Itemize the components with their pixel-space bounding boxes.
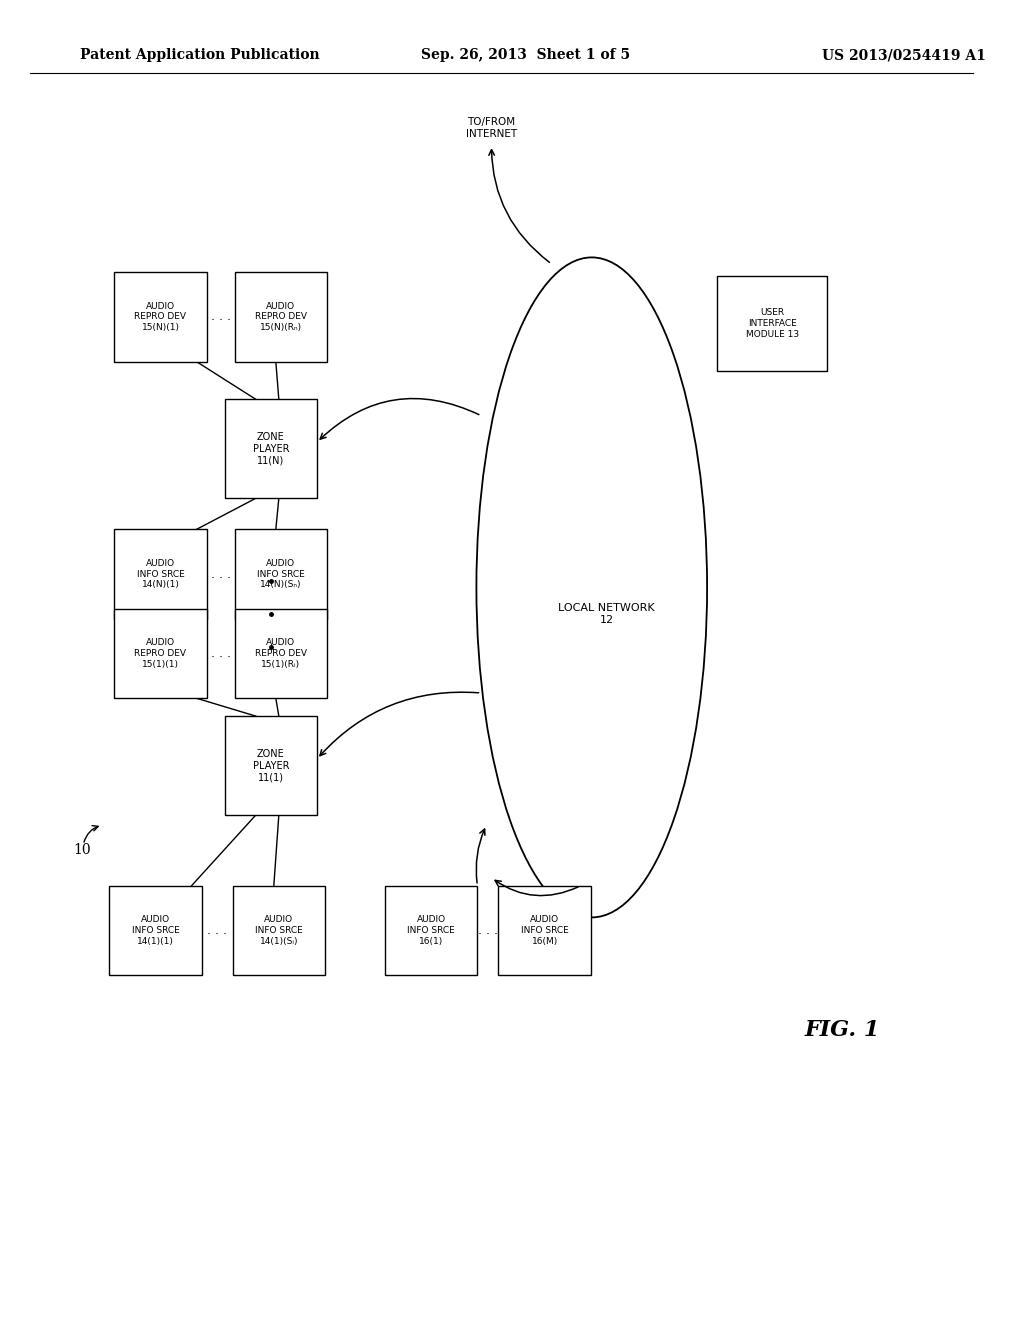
Text: USER
INTERFACE
MODULE 13: USER INTERFACE MODULE 13 [745, 308, 799, 339]
Ellipse shape [476, 257, 708, 917]
FancyBboxPatch shape [717, 276, 827, 371]
FancyBboxPatch shape [234, 272, 327, 362]
Text: . . .: . . . [207, 924, 227, 937]
Text: AUDIO
INFO SRCE
14(N)(Sₙ): AUDIO INFO SRCE 14(N)(Sₙ) [257, 558, 305, 590]
Text: US 2013/0254419 A1: US 2013/0254419 A1 [822, 49, 986, 62]
Text: AUDIO
INFO SRCE
14(N)(1): AUDIO INFO SRCE 14(N)(1) [136, 558, 184, 590]
Text: AUDIO
REPRO DEV
15(1)(1): AUDIO REPRO DEV 15(1)(1) [134, 638, 186, 669]
Text: . . .: . . . [478, 924, 498, 937]
Text: TO/FROM
INTERNET: TO/FROM INTERNET [466, 117, 517, 139]
Text: . . .: . . . [211, 647, 230, 660]
FancyBboxPatch shape [232, 886, 325, 975]
Text: ZONE
PLAYER
11(N): ZONE PLAYER 11(N) [253, 432, 289, 466]
Text: LOCAL NETWORK
12: LOCAL NETWORK 12 [558, 603, 655, 624]
Text: ZONE
PLAYER
11(1): ZONE PLAYER 11(1) [253, 748, 289, 783]
FancyBboxPatch shape [110, 886, 202, 975]
Text: . . .: . . . [211, 568, 230, 581]
FancyBboxPatch shape [234, 609, 327, 698]
Text: AUDIO
REPRO DEV
15(N)(1): AUDIO REPRO DEV 15(N)(1) [134, 301, 186, 333]
FancyBboxPatch shape [499, 886, 591, 975]
Text: AUDIO
INFO SRCE
16(M): AUDIO INFO SRCE 16(M) [521, 915, 568, 946]
Text: Patent Application Publication: Patent Application Publication [80, 49, 319, 62]
Text: AUDIO
INFO SRCE
14(1)(Sᵢ): AUDIO INFO SRCE 14(1)(Sᵢ) [255, 915, 303, 946]
FancyBboxPatch shape [115, 609, 207, 698]
FancyBboxPatch shape [115, 529, 207, 619]
FancyBboxPatch shape [385, 886, 477, 975]
Text: AUDIO
REPRO DEV
15(N)(Rₙ): AUDIO REPRO DEV 15(N)(Rₙ) [255, 301, 307, 333]
FancyBboxPatch shape [115, 272, 207, 362]
FancyBboxPatch shape [234, 529, 327, 619]
Text: Sep. 26, 2013  Sheet 1 of 5: Sep. 26, 2013 Sheet 1 of 5 [421, 49, 631, 62]
Text: AUDIO
INFO SRCE
14(1)(1): AUDIO INFO SRCE 14(1)(1) [132, 915, 179, 946]
Text: FIG. 1: FIG. 1 [805, 1019, 881, 1040]
Text: AUDIO
REPRO DEV
15(1)(Rᵢ): AUDIO REPRO DEV 15(1)(Rᵢ) [255, 638, 307, 669]
Text: AUDIO
INFO SRCE
16(1): AUDIO INFO SRCE 16(1) [408, 915, 455, 946]
FancyBboxPatch shape [224, 399, 317, 498]
FancyBboxPatch shape [224, 715, 317, 814]
Text: . . .: . . . [211, 310, 230, 323]
Text: 10: 10 [74, 843, 91, 857]
